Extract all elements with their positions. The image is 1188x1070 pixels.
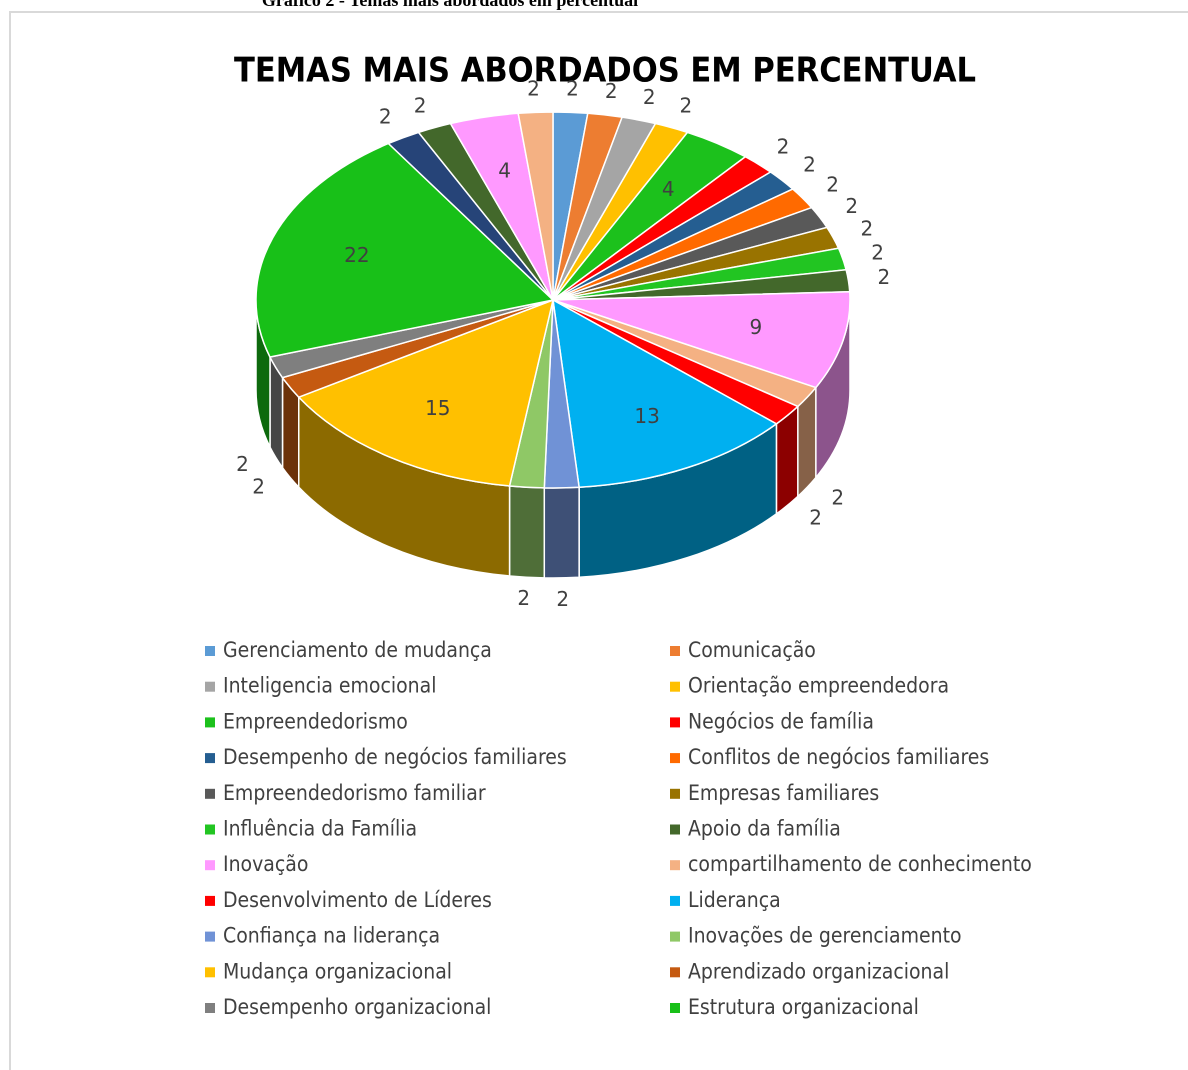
legend-label: Desenvolvimento de Líderes [223,888,492,912]
legend-swatch [205,967,215,978]
data-label: 2 [379,105,392,129]
pie-slice [297,298,555,487]
legend-swatch [205,646,215,656]
legend-swatch [205,1003,215,1013]
legend-swatch [205,931,215,942]
chart-title: TEMAS MAIS ABORDADOS EM PERCENTUAL [234,51,976,91]
pie-side [775,404,799,516]
data-label: 2 [643,85,656,109]
data-label: 2 [878,265,891,289]
legend-swatch [205,717,215,728]
data-label: 2 [236,452,249,476]
legend-swatch [670,895,680,906]
pie-side [508,485,546,579]
data-label: 22 [344,243,369,267]
legend-swatch [670,681,680,692]
legend-label: Empreendedorismo [223,709,408,733]
legend-swatch [670,860,680,871]
legend-label: compartilhamento de conhecimento [688,852,1032,876]
data-label: 2 [871,241,884,265]
data-label: 2 [845,194,858,218]
legend-swatch [670,788,680,799]
legend-swatch [670,1003,680,1013]
data-label: 2 [414,93,427,117]
legend-label: Desempenho organizacional [223,995,491,1019]
data-label: 2 [826,172,839,196]
legend-label: Empreendedorismo familiar [223,781,486,805]
legend-swatch [670,824,680,835]
legend-swatch [670,931,680,942]
legend-swatch [670,967,680,978]
legend-swatch [670,717,680,728]
legend-label: Orientação empreendedora [688,674,949,698]
data-label: 2 [566,76,579,100]
legend-label: Influência da Família [223,817,417,841]
pie-slice [517,111,554,301]
pie-side [543,486,580,579]
legend-swatch [205,753,215,764]
legend-label: Liderança [688,888,781,912]
legend-label: Comunicação [688,638,816,662]
data-label: 13 [634,404,659,428]
data-label: 4 [498,159,511,183]
legend-label: Mudança organizacional [223,959,452,983]
pie-slice [552,298,778,489]
legend-swatch [205,788,215,799]
legend-label: Estrutura organizacional [688,995,919,1019]
pie-slice [552,290,851,389]
data-label: 4 [662,177,675,201]
legend-label: Apoio da família [688,817,841,841]
legend-swatch [670,753,680,764]
legend-label: Conflitos de negócios familiares [688,745,989,769]
data-label: 2 [777,134,790,158]
data-label: 2 [831,485,844,509]
legend-label: Gerenciamento de mudança [223,638,492,662]
data-label: 2 [680,93,693,117]
legend-swatch [205,860,215,871]
data-label: 2 [517,586,530,610]
data-label: 2 [605,79,618,103]
data-label: 2 [556,587,569,611]
legend-label: Inovações de gerenciamento [688,924,962,948]
legend-label: Inteligencia emocional [223,674,436,698]
legend-swatch [205,681,215,692]
data-label: 2 [803,152,816,176]
legend-label: Negócios de família [688,709,874,733]
data-label: 9 [750,315,763,339]
legend-label: Inovação [223,852,308,876]
legend-swatch [205,895,215,906]
data-label: 2 [252,475,265,499]
data-label: 2 [527,76,540,100]
pie-slice [255,142,555,358]
legend-swatch [670,646,680,656]
data-label: 15 [425,396,450,420]
data-label: 2 [860,217,873,241]
caption: Gráfico 2 - Temas mais abordados em perc… [262,0,638,10]
legend-swatch [205,824,215,835]
legend-label: Desempenho de negócios familiares [223,745,567,769]
data-label: 2 [809,506,822,530]
legend-label: Aprendizado organizacional [688,959,949,983]
legend-label: Empresas familiares [688,781,879,805]
legend-label: Confiança na liderança [223,924,440,948]
